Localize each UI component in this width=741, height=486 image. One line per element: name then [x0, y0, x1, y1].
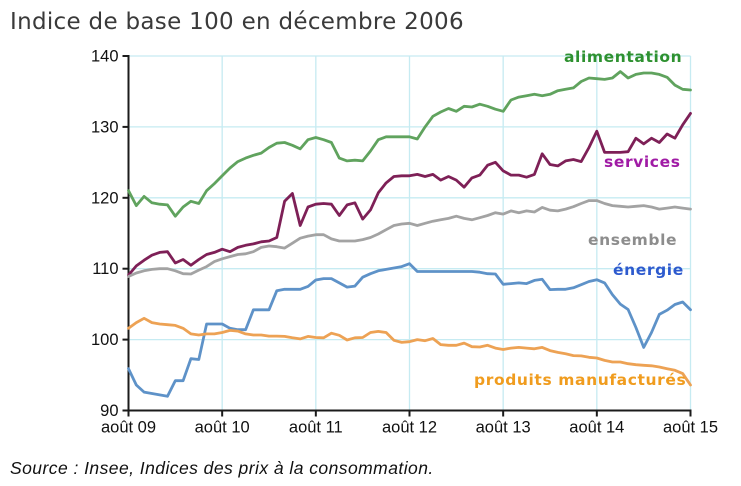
source-note: Source : Insee, Indices des prix à la co…: [10, 458, 434, 478]
series-line-alimentation: [127, 70, 692, 218]
series-label-alimentation: alimentation: [564, 48, 683, 66]
x-tick-label: août 09: [101, 419, 156, 437]
y-tick-label: 130: [91, 118, 119, 136]
y-tick-label: 90: [100, 402, 118, 420]
series-line-ensemble: [127, 199, 692, 278]
x-tick-label: août 11: [289, 419, 343, 437]
y-tick-label: 100: [91, 331, 119, 349]
chart-title: Indice de base 100 en décembre 2006: [10, 9, 464, 35]
y-tick-label: 140: [91, 48, 119, 66]
x-tick-label: août 14: [569, 419, 624, 437]
series-label-produits-manufactures: produits manufacturés: [474, 371, 687, 389]
x-tick-label: août 15: [663, 419, 718, 437]
x-tick-label: août 12: [382, 419, 437, 437]
y-tick-label: 120: [91, 189, 119, 207]
series-line-produits-manufactures: [127, 316, 692, 387]
y-tick-label: 110: [92, 260, 118, 278]
series-line-services: [127, 112, 692, 277]
series-label-energie: énergie: [613, 261, 684, 279]
series-line-energie: [127, 262, 692, 398]
x-tick-label: août 10: [195, 419, 250, 437]
series-label-services: services: [604, 153, 681, 171]
x-tick-label: août 13: [476, 419, 531, 437]
series-label-ensemble: ensemble: [588, 231, 678, 249]
